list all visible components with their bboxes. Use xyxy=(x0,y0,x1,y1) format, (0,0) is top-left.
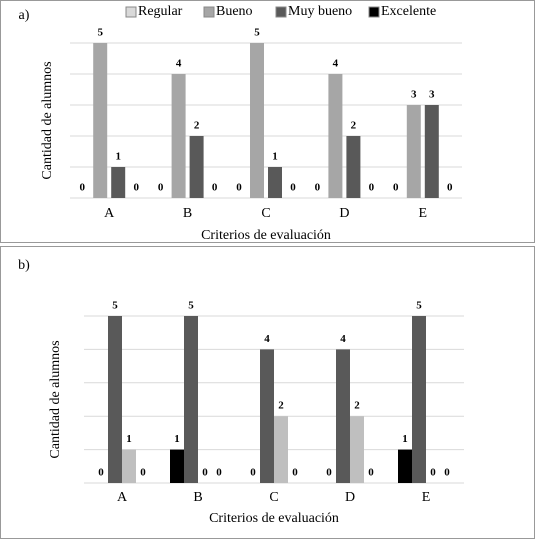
bar xyxy=(406,105,421,198)
value-label: 0 xyxy=(216,467,222,479)
bar xyxy=(398,449,412,483)
value-label: 3 xyxy=(411,89,417,101)
x-axis-title: Criterios de evaluación xyxy=(209,511,339,526)
panel-label: b) xyxy=(18,258,30,273)
bar xyxy=(108,316,122,483)
value-label: 0 xyxy=(430,467,436,479)
value-label: 1 xyxy=(402,433,408,445)
value-label: 0 xyxy=(369,182,375,194)
value-label: 0 xyxy=(290,182,296,194)
bar xyxy=(93,43,108,198)
value-label: 0 xyxy=(98,467,104,479)
bar xyxy=(346,136,361,198)
value-label: 3 xyxy=(429,89,435,101)
bar xyxy=(412,316,426,483)
value-label: 0 xyxy=(158,182,164,194)
y-axis-title: Cantidad de alumnos xyxy=(48,340,63,458)
legend-swatch xyxy=(203,6,215,18)
value-label: 0 xyxy=(292,467,298,479)
x-tick-label: B xyxy=(193,490,202,505)
x-tick-label: D xyxy=(345,490,355,505)
bar xyxy=(170,449,184,483)
x-tick-label: E xyxy=(419,206,428,221)
bar xyxy=(189,136,204,198)
value-label: 2 xyxy=(351,120,357,132)
x-tick-label: C xyxy=(269,490,278,505)
value-label: 0 xyxy=(447,182,453,194)
value-label: 0 xyxy=(236,182,242,194)
value-label: 2 xyxy=(354,400,360,412)
x-tick-label: C xyxy=(261,206,270,221)
value-label: 2 xyxy=(194,120,200,132)
value-label: 5 xyxy=(416,300,422,312)
value-label: 5 xyxy=(112,300,118,312)
value-label: 0 xyxy=(79,182,85,194)
bar xyxy=(268,167,282,198)
bar xyxy=(122,449,136,483)
value-label: 5 xyxy=(188,300,194,312)
value-label: 0 xyxy=(250,467,256,479)
value-label: 0 xyxy=(140,467,146,479)
value-label: 0 xyxy=(368,467,374,479)
x-tick-label: B xyxy=(183,206,192,221)
value-label: 2 xyxy=(278,400,284,412)
value-label: 4 xyxy=(333,58,339,70)
legend-label: Regular xyxy=(138,4,183,19)
value-label: 1 xyxy=(115,151,121,163)
bar xyxy=(274,416,288,483)
x-tick-label: A xyxy=(104,206,115,221)
bar xyxy=(424,105,439,198)
value-label: 0 xyxy=(393,182,399,194)
legend-label: Muy bueno xyxy=(288,4,352,19)
value-label: 0 xyxy=(444,467,450,479)
bar xyxy=(336,349,350,483)
x-tick-label: E xyxy=(422,490,431,505)
value-label: 4 xyxy=(340,333,346,345)
value-label: 1 xyxy=(272,151,278,163)
bar xyxy=(111,167,126,198)
legend-swatch xyxy=(275,6,287,18)
value-label: 5 xyxy=(254,27,260,39)
bar xyxy=(171,74,186,198)
value-label: 0 xyxy=(212,182,218,194)
bar xyxy=(184,316,198,483)
value-label: 0 xyxy=(315,182,321,194)
legend-swatch xyxy=(368,6,380,18)
value-label: 4 xyxy=(176,58,182,70)
bar xyxy=(350,416,364,483)
x-tick-label: D xyxy=(339,206,349,221)
value-label: 0 xyxy=(202,467,208,479)
legend-label: Excelente xyxy=(381,4,436,19)
bar xyxy=(328,74,343,198)
legend-swatch xyxy=(125,6,137,18)
bar xyxy=(250,43,264,198)
value-label: 0 xyxy=(326,467,332,479)
bar xyxy=(260,349,274,483)
value-label: 1 xyxy=(174,433,180,445)
value-label: 4 xyxy=(264,333,270,345)
panel-label: a) xyxy=(19,8,30,23)
x-tick-label: A xyxy=(117,490,128,505)
x-axis-title: Criterios de evaluación xyxy=(201,228,331,243)
value-label: 0 xyxy=(133,182,139,194)
y-axis-title: Cantidad de alumnos xyxy=(40,61,55,179)
value-label: 5 xyxy=(97,27,103,39)
value-label: 1 xyxy=(126,433,132,445)
legend-label: Bueno xyxy=(216,4,253,19)
